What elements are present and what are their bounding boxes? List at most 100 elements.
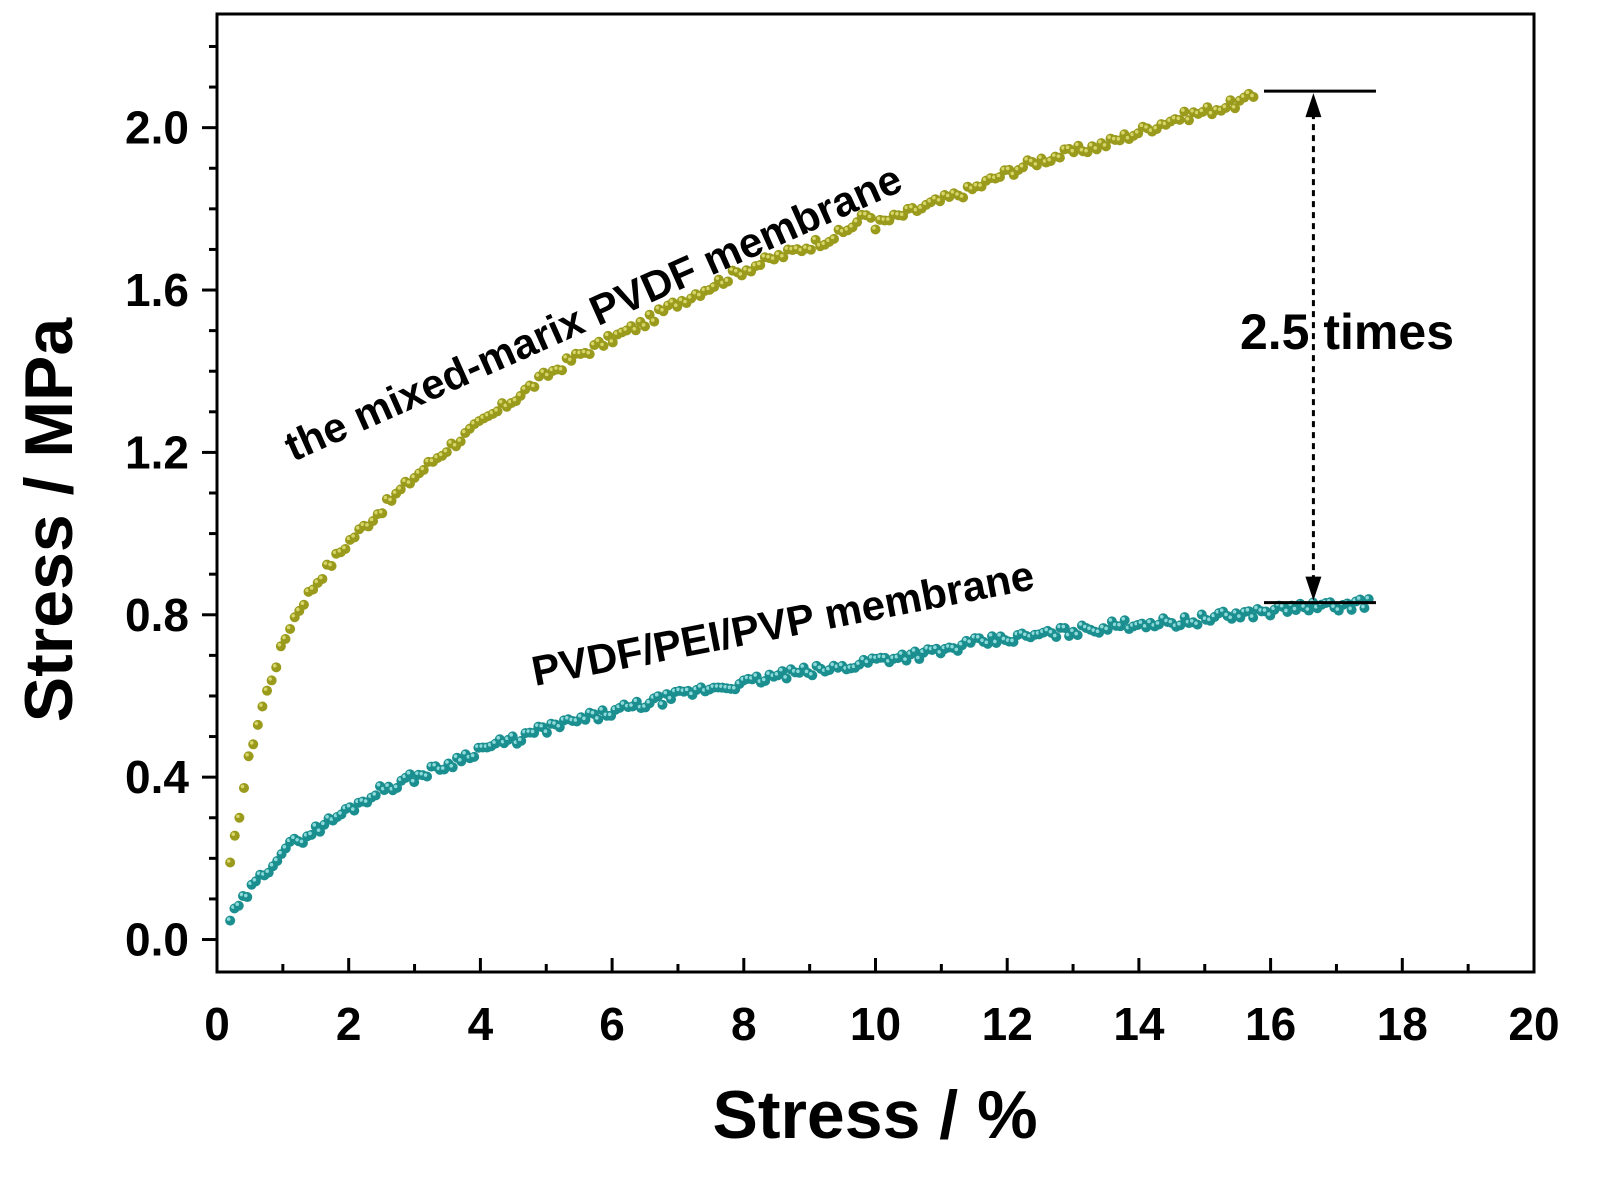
data-point-highlight xyxy=(415,470,420,474)
data-point-highlight xyxy=(475,417,480,422)
data-point-highlight xyxy=(1157,120,1162,125)
data-point-highlight xyxy=(470,753,475,758)
data-point-highlight xyxy=(1108,618,1113,622)
x-axis: 0 2 4 6 8 10 12 14 16 18 20 xyxy=(204,958,1560,1050)
data-point-highlight xyxy=(445,760,449,764)
data-point-highlight xyxy=(1236,97,1240,101)
data-point-highlight xyxy=(1116,137,1121,141)
data-point-highlight xyxy=(1305,607,1310,611)
data-point-highlight xyxy=(632,327,637,331)
data-point-highlight xyxy=(743,266,747,271)
data-point-highlight xyxy=(531,383,535,388)
data-point-highlight xyxy=(1065,632,1070,637)
data-point-highlight xyxy=(1155,621,1160,625)
data-point-highlight xyxy=(796,669,800,674)
data-point-highlight xyxy=(692,290,697,295)
data-point-highlight xyxy=(1194,621,1198,625)
data-point-highlight xyxy=(789,246,793,251)
data-point-highlight xyxy=(273,857,278,862)
data-point-highlight xyxy=(346,803,351,808)
data-point-highlight xyxy=(1130,132,1134,137)
data-point-highlight xyxy=(932,195,936,200)
data-point xyxy=(242,892,253,903)
data-point-highlight xyxy=(1240,94,1245,98)
data-point-highlight xyxy=(1098,139,1102,144)
data-point-highlight xyxy=(945,644,950,648)
data-point-highlight xyxy=(355,525,360,530)
data-point-highlight xyxy=(272,664,277,668)
data-point-highlight xyxy=(980,638,984,643)
data-point xyxy=(1248,612,1259,623)
data-point-highlight xyxy=(1279,603,1284,608)
data-point-highlight xyxy=(429,458,434,463)
data-point-highlight xyxy=(881,654,886,659)
data-point-highlight xyxy=(684,687,689,692)
y-axis: 0.0 0.4 0.8 1.2 1.6 2.0 xyxy=(125,44,217,966)
data-point-highlight xyxy=(1104,626,1108,631)
data-point-highlight xyxy=(813,662,817,667)
series-mixed-marix-pvdf xyxy=(225,88,1259,868)
data-point-highlight xyxy=(641,323,646,327)
data-point-highlight xyxy=(309,586,314,590)
data-point-highlight xyxy=(997,633,1001,637)
data-point-highlight xyxy=(1249,614,1254,618)
data-point-highlight xyxy=(747,268,752,272)
x-tick-label: 14 xyxy=(1113,998,1165,1050)
data-point-highlight xyxy=(312,823,317,827)
data-point-highlight xyxy=(291,835,295,840)
data-point-highlight xyxy=(913,207,918,212)
data-point-highlight xyxy=(1093,146,1098,150)
data-point-highlight xyxy=(860,656,864,661)
data-point xyxy=(1192,619,1203,630)
data-point-highlight xyxy=(697,684,702,688)
data-point-highlight xyxy=(552,721,556,725)
data-point-highlight xyxy=(526,382,531,386)
data-point-highlight xyxy=(494,407,498,412)
data-point-highlight xyxy=(438,452,443,457)
data-point xyxy=(248,739,259,750)
data-point-highlight xyxy=(1100,624,1104,629)
data-point-highlight xyxy=(1018,630,1023,634)
data-point-highlight xyxy=(1010,171,1015,176)
series-pvdf-pei-pvp xyxy=(225,594,1374,926)
data-point-highlight xyxy=(406,770,411,775)
data-point-highlight xyxy=(659,701,663,706)
y-tick-label: 0.0 xyxy=(125,914,189,966)
data-point-highlight xyxy=(449,763,454,768)
data-point-highlight xyxy=(1271,606,1275,611)
data-point-highlight xyxy=(839,228,844,233)
data-point-highlight xyxy=(1047,157,1051,162)
data-point-highlight xyxy=(955,192,959,196)
y-axis-title: Stress / MPa xyxy=(11,317,87,723)
data-point-highlight xyxy=(411,474,415,479)
data-point-highlight xyxy=(1121,616,1126,621)
data-point-highlight xyxy=(360,522,365,527)
data-point xyxy=(469,751,480,762)
data-point-highlight xyxy=(800,664,805,668)
data-point-highlight xyxy=(1228,615,1233,620)
data-point-highlight xyxy=(1217,107,1222,111)
data-point-highlight xyxy=(254,721,259,726)
data-point-highlight xyxy=(544,372,549,377)
data-point-highlight xyxy=(817,665,822,670)
data-point-highlight xyxy=(1232,609,1237,614)
data-point-highlight xyxy=(1164,618,1168,623)
data-point-highlight xyxy=(1227,96,1231,101)
data-point-highlight xyxy=(1095,629,1100,634)
data-point-highlight xyxy=(1001,636,1006,641)
data-point-highlight xyxy=(329,817,334,821)
data-point-highlight xyxy=(1139,123,1144,128)
data-point-highlight xyxy=(1219,608,1224,612)
data-point-highlight xyxy=(1181,613,1185,618)
data-point-highlight xyxy=(1044,627,1048,632)
data-point-highlight xyxy=(1162,121,1167,126)
data-point-highlight xyxy=(676,687,680,692)
data-point-highlight xyxy=(779,667,783,672)
curve-label-top: the mixed-marix PVDF membrane xyxy=(278,155,909,470)
data-point-highlight xyxy=(1079,147,1084,152)
data-point-highlight xyxy=(1262,608,1267,612)
data-point-highlight xyxy=(503,403,508,408)
data-point-highlight xyxy=(581,349,586,354)
data-point-highlight xyxy=(1301,604,1305,608)
